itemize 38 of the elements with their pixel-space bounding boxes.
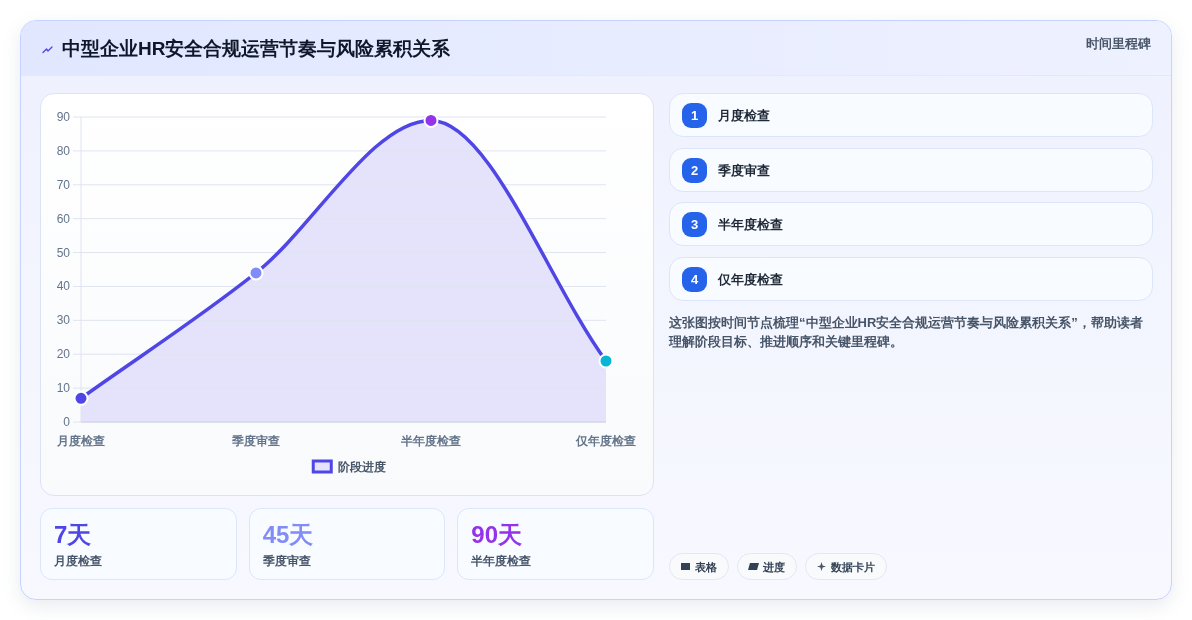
y-tick-label: 20 bbox=[56, 347, 71, 362]
legend-label: 阶段进度 bbox=[337, 460, 386, 474]
y-tick-label: 70 bbox=[56, 177, 71, 192]
category-label: 季度审查 bbox=[262, 553, 311, 569]
x-tick-label: 仅年度检查 bbox=[575, 434, 636, 448]
data-label: 1 bbox=[682, 103, 707, 128]
y-tick-label: 60 bbox=[56, 211, 71, 226]
point bbox=[248, 265, 264, 281]
text: 表格 bbox=[695, 559, 717, 574]
category-label: 半年度检查 bbox=[718, 216, 783, 234]
category-label: 月度检查 bbox=[54, 553, 102, 569]
y-tick-label: 10 bbox=[56, 381, 71, 396]
x-tick-label: 半年度检查 bbox=[400, 434, 461, 448]
text: 这张图按时间节点梳理“中型企业HR安全合规运营节奏与风险累积关系”，帮助读者理解阶段目标、推进顺序和关键里程碑。 bbox=[669, 313, 1144, 351]
chart-title: 中型企业HR安全合规运营节奏与风险累积关系 bbox=[62, 37, 451, 61]
y-tick-label: 90 bbox=[56, 110, 71, 124]
data-label: 3 bbox=[682, 212, 707, 238]
text: 45天 bbox=[262, 521, 314, 548]
text: 7天 bbox=[54, 521, 92, 548]
text: 数据卡片 bbox=[831, 559, 875, 574]
x-tick-label: 季度审查 bbox=[231, 434, 280, 448]
y-tick-label: 50 bbox=[56, 245, 71, 260]
category-label: 仅年度检查 bbox=[718, 271, 783, 288]
y-tick-label: 80 bbox=[56, 143, 71, 158]
y-tick-label: 40 bbox=[56, 279, 71, 294]
point bbox=[73, 390, 89, 406]
y-tick-label: 30 bbox=[56, 313, 71, 328]
category-label: 半年度检查 bbox=[471, 553, 532, 569]
y-tick-label: 0 bbox=[63, 415, 71, 429]
text: 进度 bbox=[763, 559, 785, 574]
text: 时间里程碑 bbox=[1086, 36, 1151, 52]
text: 90天 bbox=[471, 521, 523, 548]
data-label: 2 bbox=[682, 157, 707, 183]
category-label: 季度审查 bbox=[718, 161, 770, 179]
point bbox=[598, 353, 614, 369]
data-label: 4 bbox=[682, 267, 707, 292]
category-label: 月度检查 bbox=[718, 107, 770, 124]
x-tick-label: 月度检查 bbox=[56, 434, 105, 448]
